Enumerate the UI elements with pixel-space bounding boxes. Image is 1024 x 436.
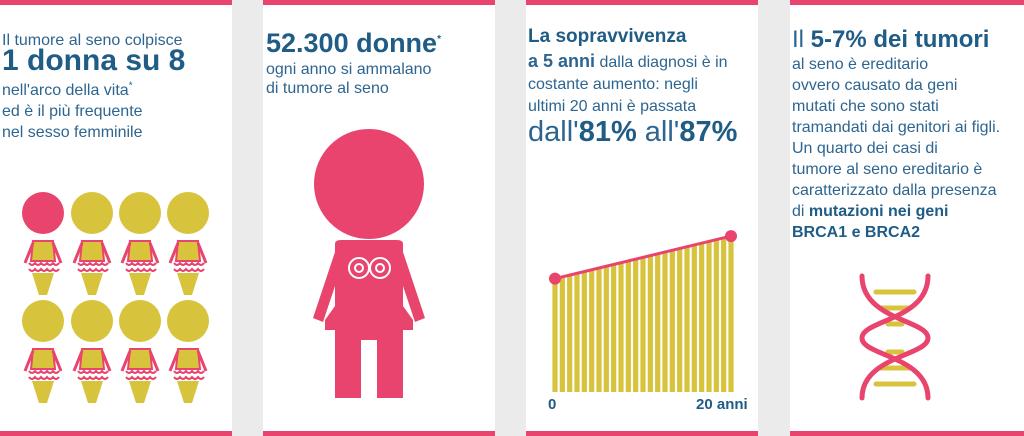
hereditary-headline: Il 5-7% dei tumori — [792, 26, 989, 54]
hered-line5: Un quarto dei casi di — [792, 140, 938, 157]
cases-text: ogni anno si ammalano di tumore al seno — [266, 60, 491, 98]
survival-percent: dall'81% all'87% — [528, 116, 737, 149]
incidence-headline: 1 donna su 8 — [2, 44, 186, 77]
woman-pictogram-icon — [71, 300, 113, 403]
pct-mid: all' — [636, 116, 680, 148]
headline-bold: 5-7% dei tumori — [810, 26, 990, 53]
women-pictogram-grid — [22, 192, 209, 403]
survival-line2: costante aumento: negli — [528, 76, 698, 93]
woman-pictogram-icon — [119, 192, 161, 295]
cases-number: 52.300 donne — [266, 28, 438, 58]
hered-line8-pre: di — [792, 203, 809, 220]
woman-pictogram-icon — [71, 192, 113, 295]
panel-cases: 52.300 donne* ogni anno si ammalano di t… — [263, 0, 495, 436]
survival-line1: dalla diagnosi è in — [595, 54, 728, 71]
survival-text: a 5 anni dalla diagnosi è in costante au… — [528, 50, 758, 118]
asterisk: * — [128, 80, 133, 92]
dna-helix-icon — [859, 273, 931, 401]
hered-line6: tumore al seno ereditario è — [792, 161, 983, 178]
panel-incidence: Il tumore al seno colpisce 1 donna su 8 … — [0, 0, 232, 436]
survival-title: La sopravvivenza — [528, 26, 687, 47]
hered-line1: al seno è ereditario — [792, 56, 929, 73]
headline-prefix: Il — [792, 26, 811, 53]
pct-to: 87% — [679, 116, 738, 148]
panel-survival: La sopravvivenza a 5 anni dalla diagnosi… — [526, 0, 758, 436]
point-end — [725, 230, 737, 243]
incidence-line4: nel sesso femminile — [2, 124, 143, 141]
hered-line9-bold: BRCA1 e BRCA2 — [792, 224, 921, 241]
point-start — [549, 272, 561, 285]
panel-hereditary: Il 5-7% dei tumori al seno è ereditario … — [790, 0, 1024, 436]
x-tick-start: 0 — [548, 396, 557, 413]
hered-line8-bold: mutazioni nei geni — [808, 203, 949, 220]
survival-emph: a 5 anni — [528, 51, 596, 71]
asterisk: * — [437, 34, 441, 45]
hered-line3: mutati che sono stati — [792, 98, 939, 115]
hered-line2: ovvero causato da geni — [792, 77, 958, 94]
incidence-text: nell'arco della vita* ed è il più freque… — [2, 80, 230, 143]
hered-line4: tramandati dai genitori ai figli. — [792, 119, 1001, 136]
survival-line — [554, 234, 732, 281]
cases-line1: ogni anno si ammalano — [266, 61, 432, 78]
pct-prefix: dall' — [528, 116, 579, 148]
woman-pictogram-icon — [22, 300, 64, 403]
cases-headline: 52.300 donne* — [266, 26, 441, 60]
woman-pictogram-icon — [167, 192, 209, 295]
pct-from: 81% — [578, 116, 637, 148]
hereditary-text: al seno è ereditario ovvero causato da g… — [792, 54, 1024, 243]
x-tick-end: 20 anni — [696, 396, 748, 413]
survival-chart — [549, 230, 737, 392]
incidence-intro: Il tumore al seno colpisce — [2, 32, 183, 49]
incidence-line3: ed è il più frequente — [2, 103, 143, 120]
survival-line3: ultimi 20 anni è passata — [528, 98, 697, 115]
hered-line7: caratterizzato dalla presenza — [792, 182, 997, 199]
incidence-line2: nell'arco della vita — [2, 82, 129, 99]
woman-figure-icon — [313, 129, 425, 398]
cases-line2: di tumore al seno — [266, 80, 389, 97]
woman-pictogram-icon — [22, 192, 64, 295]
woman-pictogram-icon — [167, 300, 209, 403]
woman-pictogram-icon — [119, 300, 161, 403]
